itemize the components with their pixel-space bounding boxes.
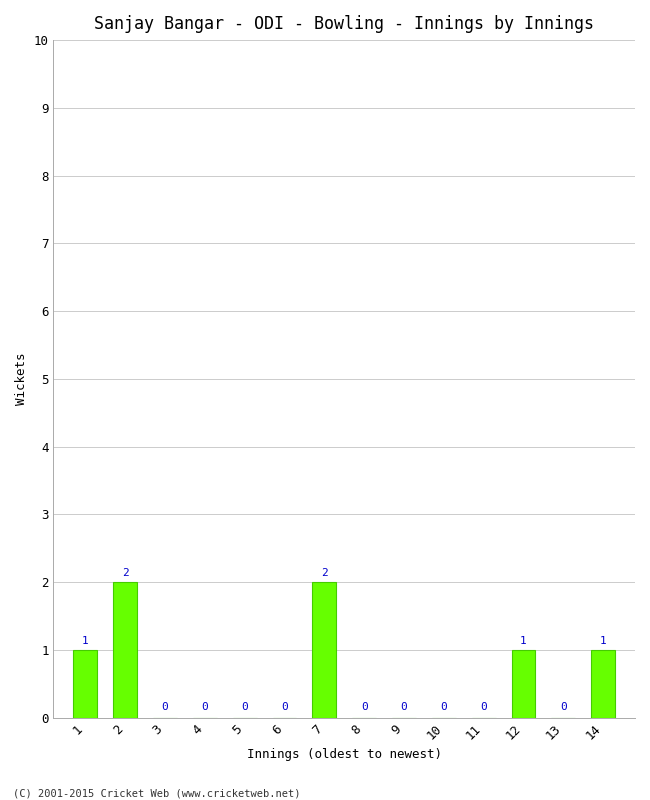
- Text: 0: 0: [281, 702, 288, 712]
- Text: 0: 0: [162, 702, 168, 712]
- Text: (C) 2001-2015 Cricket Web (www.cricketweb.net): (C) 2001-2015 Cricket Web (www.cricketwe…: [13, 788, 300, 798]
- Text: 0: 0: [480, 702, 487, 712]
- Text: 0: 0: [560, 702, 567, 712]
- Text: 1: 1: [82, 636, 88, 646]
- Text: 0: 0: [361, 702, 367, 712]
- Bar: [512, 650, 536, 718]
- Bar: [313, 582, 336, 718]
- Text: 0: 0: [400, 702, 408, 712]
- Text: 1: 1: [520, 636, 527, 646]
- Title: Sanjay Bangar - ODI - Bowling - Innings by Innings: Sanjay Bangar - ODI - Bowling - Innings …: [94, 15, 594, 33]
- X-axis label: Innings (oldest to newest): Innings (oldest to newest): [247, 748, 442, 761]
- Text: 2: 2: [122, 568, 129, 578]
- Text: 0: 0: [241, 702, 248, 712]
- Text: 1: 1: [600, 636, 606, 646]
- Bar: [73, 650, 98, 718]
- Bar: [592, 650, 615, 718]
- Text: 2: 2: [321, 568, 328, 578]
- Text: 0: 0: [202, 702, 208, 712]
- Text: 0: 0: [441, 702, 447, 712]
- Y-axis label: Wickets: Wickets: [15, 353, 28, 405]
- Bar: [113, 582, 137, 718]
